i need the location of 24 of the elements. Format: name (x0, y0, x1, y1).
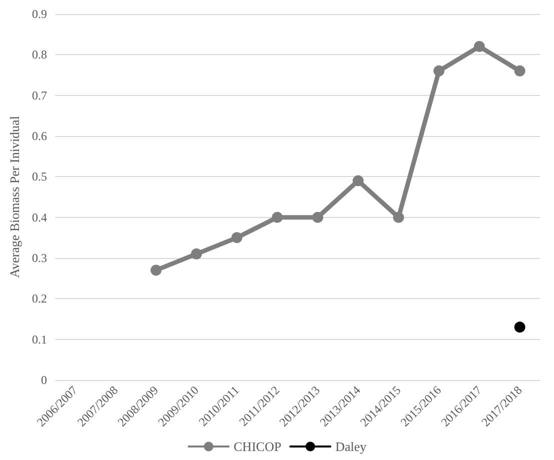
point (272, 212, 283, 223)
point (514, 65, 526, 76)
y-tick-label: 0.1 (32, 332, 47, 346)
y-tick-label: 0.9 (32, 7, 47, 21)
y-tick-label: 0.3 (32, 251, 47, 265)
y-tick-label: 0.7 (32, 88, 47, 102)
y-tick-label: 0.5 (32, 170, 47, 184)
point (352, 175, 364, 186)
point (433, 65, 444, 76)
y-tick-label: 0 (41, 373, 47, 387)
point (393, 212, 404, 223)
point (312, 212, 324, 223)
y-tick-label: 0.8 (32, 48, 47, 62)
legend-label: CHICOP (234, 439, 282, 454)
point (514, 322, 526, 333)
point (190, 248, 202, 260)
point (474, 41, 485, 52)
y-tick-label: 0.6 (32, 129, 47, 143)
y-tick-label: 0.4 (32, 210, 47, 224)
point (231, 232, 242, 244)
legend-label: Daley (335, 439, 367, 454)
y-axis-title: Average Biomass Per Inividual (7, 116, 22, 278)
point (150, 264, 162, 276)
y-tick-label: 0.2 (32, 292, 47, 306)
